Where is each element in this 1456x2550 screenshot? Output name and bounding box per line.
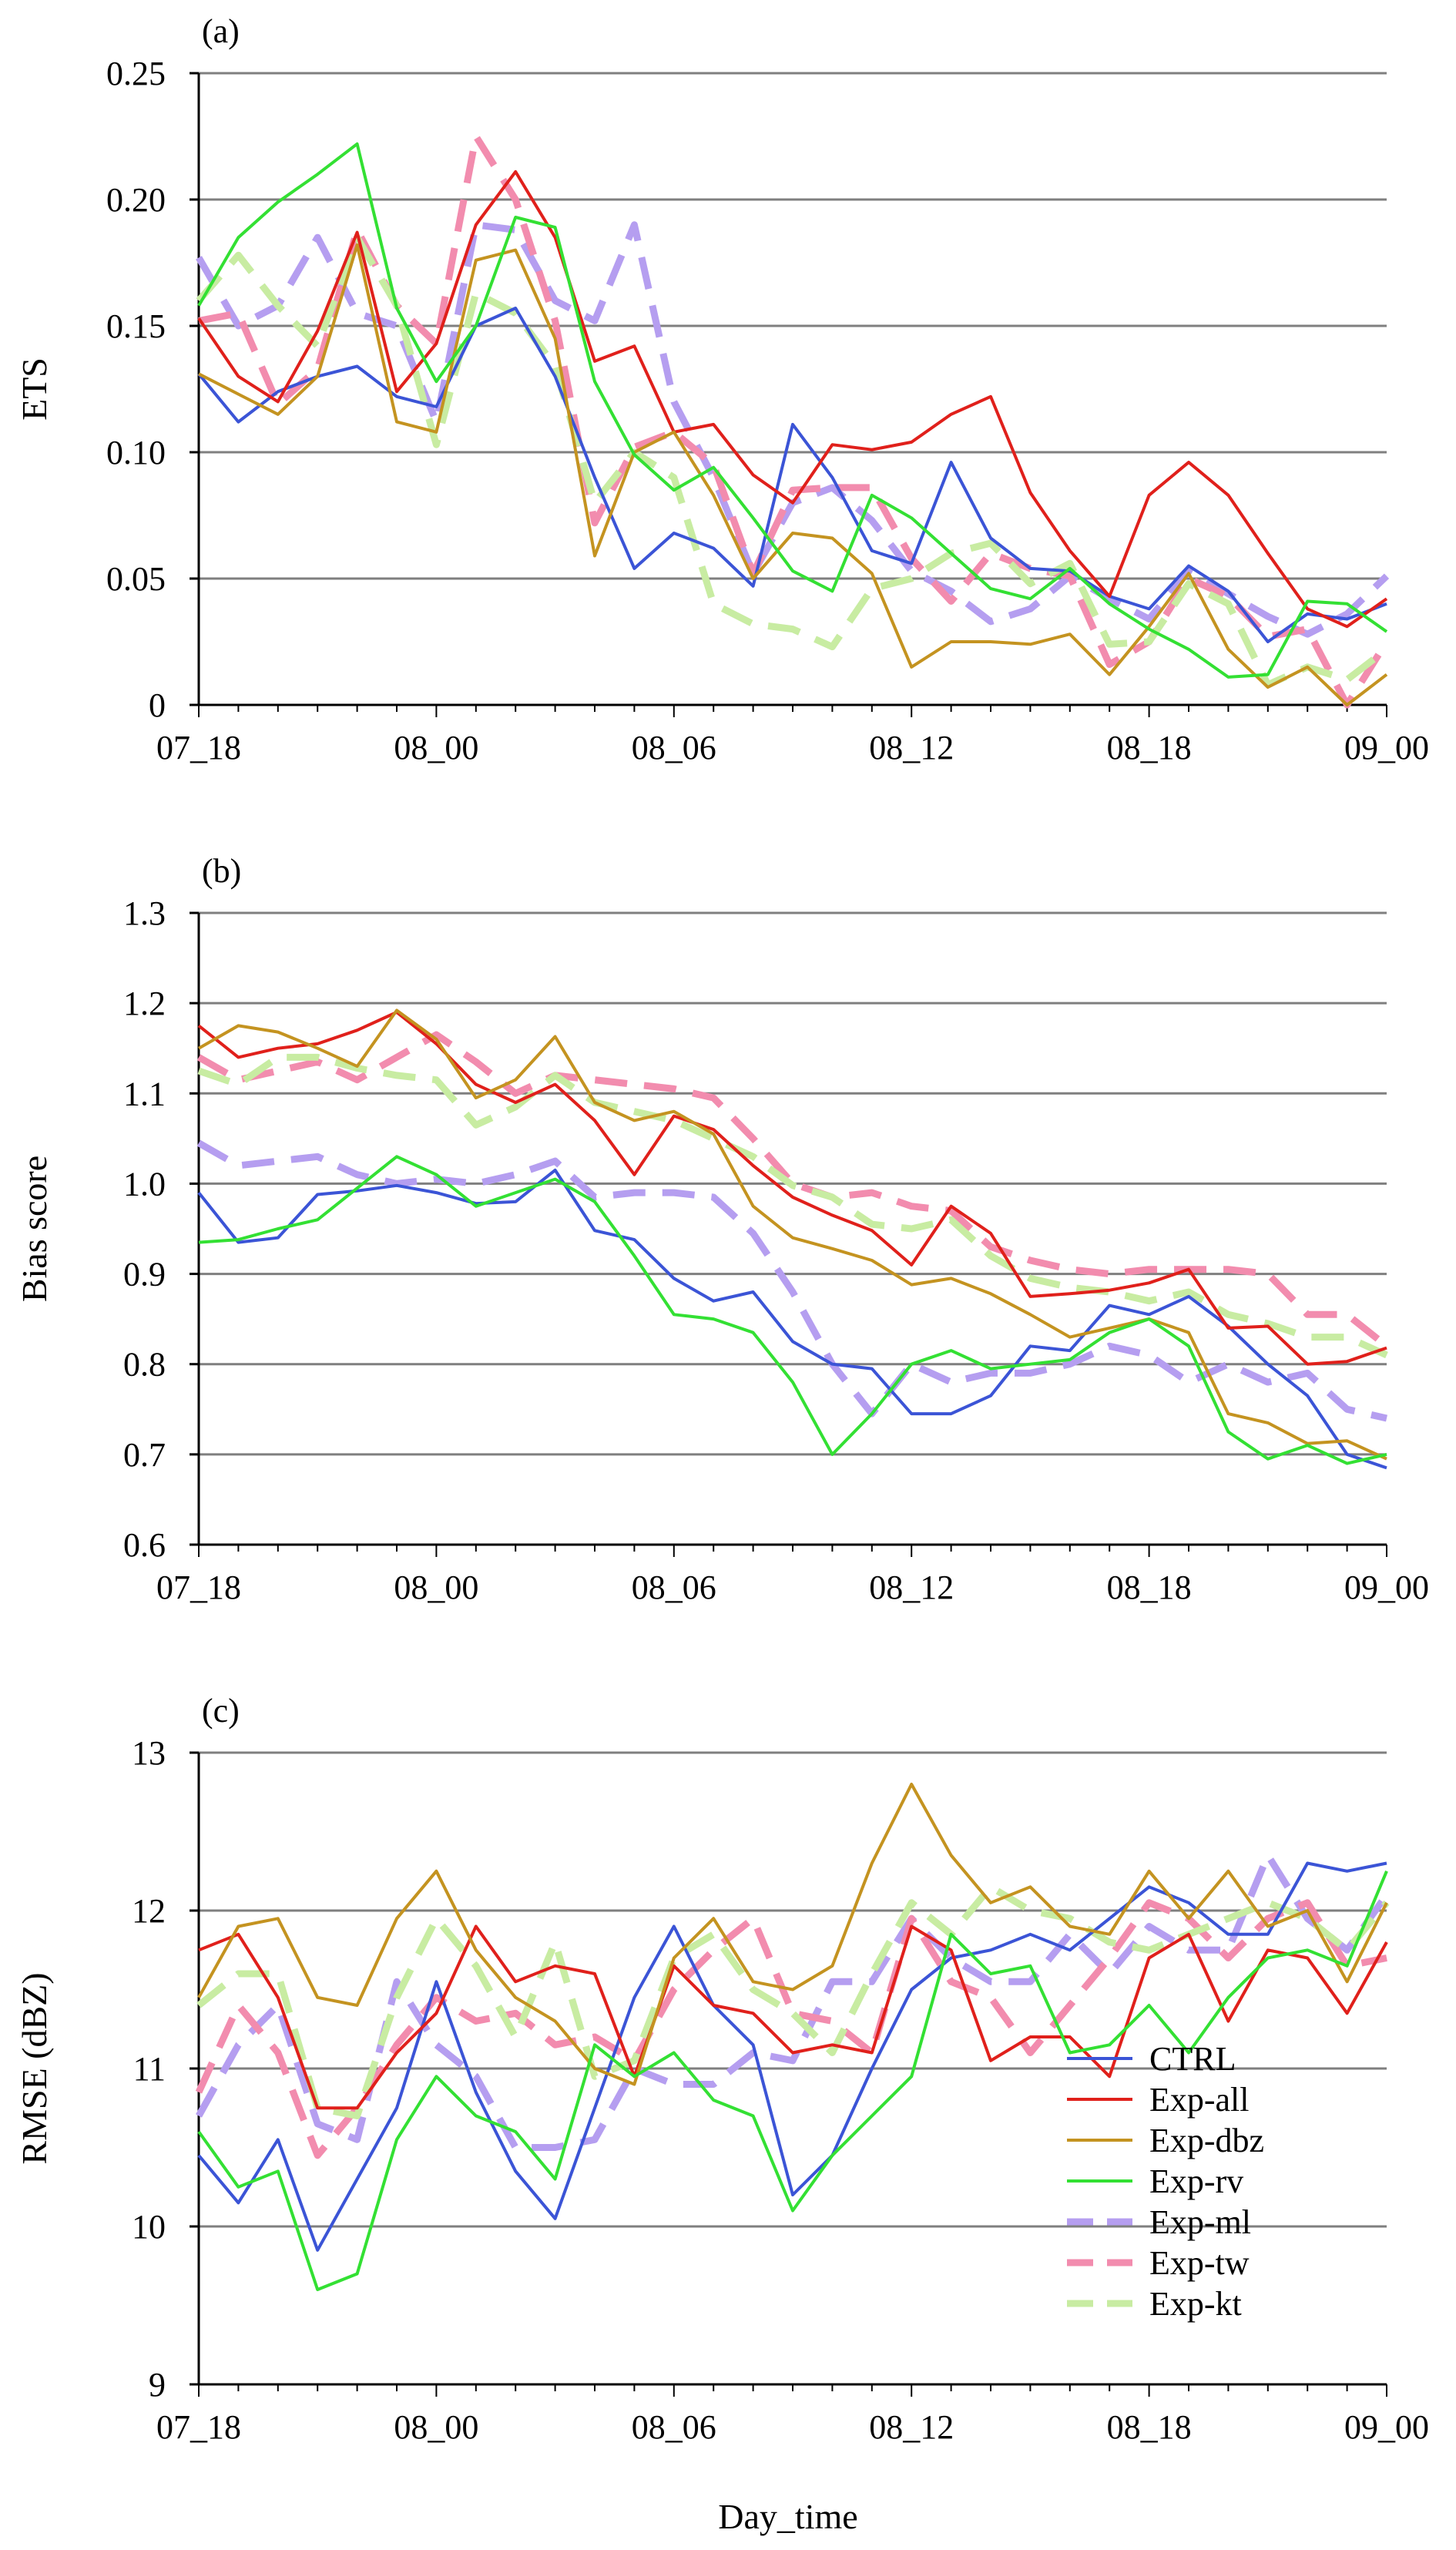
x-tick-label: 09_00 bbox=[1344, 2408, 1429, 2446]
panel-2: (b) 0.6 0.7 0.8 0.9 1.0 1.1 1.2 1.3 07_18 08_00 08_… bbox=[15, 852, 1429, 1606]
x-tick-label: 09_00 bbox=[1344, 1569, 1429, 1606]
series-line-exp-kt bbox=[196, 233, 1389, 689]
series-line-exp-rv bbox=[197, 142, 1388, 679]
series-line-exp-ml bbox=[196, 1851, 1390, 2151]
y-tick-label: 0.10 bbox=[106, 434, 166, 471]
y-tick-label: 9 bbox=[149, 2366, 166, 2404]
y-tick-label: 0.7 bbox=[123, 1436, 166, 1474]
y-tick-label: 0.9 bbox=[123, 1256, 166, 1293]
series-line-ctrl bbox=[197, 1861, 1387, 2252]
x-tick-label: 09_00 bbox=[1344, 729, 1429, 767]
series-line-exp-ml bbox=[196, 1139, 1387, 1422]
legend-label-exp-rv: Exp-rv bbox=[1149, 2162, 1243, 2200]
x-tick-label: 08_00 bbox=[394, 2408, 478, 2446]
y-tick-label: 0.6 bbox=[123, 1526, 166, 1564]
x-tick-label: 07_18 bbox=[156, 2408, 241, 2446]
series-line-ctrl bbox=[197, 307, 1387, 643]
series-line-exp-dbz bbox=[198, 1008, 1387, 1461]
y-tick-label: 1.1 bbox=[123, 1075, 166, 1112]
panel-3: (c) 9 10 11 12 13 07_18 08_00 08_06 08_12 08_18 09_… bbox=[15, 1692, 1429, 2446]
y-axis-title: ETS bbox=[15, 357, 54, 421]
x-tick-label: 08_06 bbox=[632, 2408, 716, 2446]
series-line-exp-all bbox=[197, 169, 1388, 629]
y-tick-label: 1.3 bbox=[123, 894, 166, 932]
series-line-exp-kt bbox=[197, 1053, 1388, 1359]
panel-label: (a) bbox=[202, 12, 240, 50]
x-axis-title: Day_time bbox=[718, 2497, 857, 2536]
x-tick-label: 08_12 bbox=[869, 2408, 954, 2446]
y-axis-title: RMSE (dBZ) bbox=[15, 1972, 54, 2164]
y-tick-label: 10 bbox=[132, 2208, 166, 2246]
legend-label-ctrl: CTRL bbox=[1149, 2040, 1236, 2078]
panel-1: (a) 0 0.05 0.10 0.15 0.20 0.25 07_18 08_00 08_06 0… bbox=[15, 12, 1429, 767]
y-tick-label: 0 bbox=[149, 686, 166, 724]
y-tick-label: 1.0 bbox=[123, 1165, 166, 1203]
x-tick-label: 08_06 bbox=[632, 1569, 716, 1606]
y-tick-label: 0.05 bbox=[106, 560, 166, 598]
legend: CTRLExp-allExp-dbzExp-rvExp-mlExp-twExp-… bbox=[1067, 2040, 1264, 2323]
legend-label-exp-tw: Exp-tw bbox=[1149, 2244, 1250, 2282]
y-tick-label: 11 bbox=[133, 2050, 166, 2088]
x-tick-label: 08_18 bbox=[1107, 1569, 1192, 1606]
y-axis-title: Bias score bbox=[15, 1156, 54, 1302]
x-tick-label: 08_06 bbox=[632, 729, 716, 767]
panel-label: (c) bbox=[202, 1692, 240, 1730]
y-tick-label: 12 bbox=[132, 1892, 166, 1930]
legend-label-exp-kt: Exp-kt bbox=[1149, 2285, 1242, 2323]
y-tick-label: 0.20 bbox=[106, 181, 166, 219]
series-line-exp-rv bbox=[197, 1871, 1388, 2291]
series-line-exp-rv bbox=[198, 1155, 1387, 1465]
x-tick-label: 08_12 bbox=[869, 729, 954, 767]
y-tick-label: 13 bbox=[132, 1734, 166, 1772]
x-tick-label: 08_00 bbox=[394, 1569, 478, 1606]
x-tick-label: 08_18 bbox=[1107, 2408, 1192, 2446]
y-tick-label: 0.15 bbox=[106, 307, 166, 345]
y-tick-label: 1.2 bbox=[123, 985, 166, 1022]
x-tick-label: 08_18 bbox=[1107, 729, 1192, 767]
series-line-exp-dbz bbox=[197, 1783, 1388, 2086]
legend-label-exp-dbz: Exp-dbz bbox=[1149, 2122, 1264, 2159]
x-tick-label: 08_12 bbox=[869, 1569, 954, 1606]
x-tick-label: 08_00 bbox=[394, 729, 478, 767]
series-line-exp-dbz bbox=[198, 243, 1388, 706]
legend-label-exp-all: Exp-all bbox=[1149, 2081, 1250, 2119]
y-tick-label: 0.8 bbox=[123, 1346, 166, 1384]
series-line-ctrl bbox=[197, 1168, 1387, 1470]
x-tick-label: 07_18 bbox=[156, 729, 241, 767]
series-line-exp-all bbox=[198, 1924, 1388, 2110]
y-tick-label: 0.25 bbox=[106, 55, 166, 92]
x-tick-label: 07_18 bbox=[156, 1569, 241, 1606]
legend-label-exp-ml: Exp-ml bbox=[1149, 2203, 1251, 2241]
panel-label: (b) bbox=[202, 852, 241, 890]
